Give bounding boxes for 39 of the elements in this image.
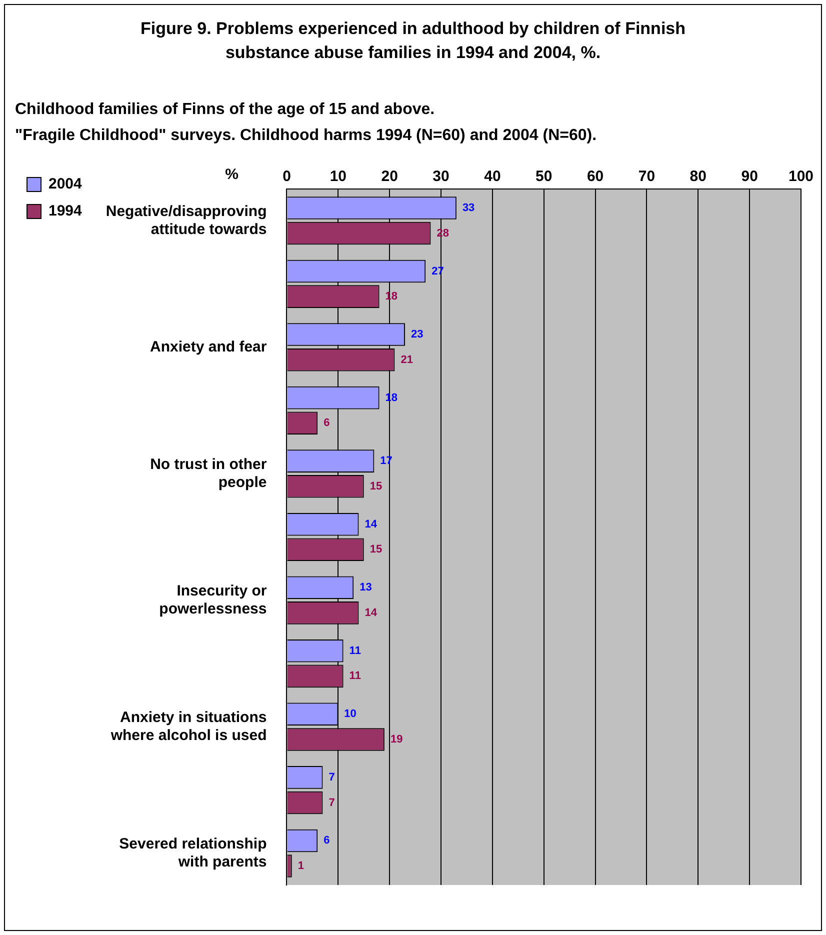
data-label: 14: [364, 518, 378, 530]
x-tick-label: 80: [690, 168, 706, 186]
x-tick-label: 20: [381, 168, 398, 186]
data-label: 1: [298, 860, 304, 872]
x-tick-label: 30: [432, 168, 450, 186]
chart-title: Figure 9. Problems experienced in adulthood by children of Finnish substance abuse families in 1994 and 2004, %.: [139, 18, 687, 64]
x-tick-label: 60: [586, 168, 604, 186]
data-label: 6: [324, 417, 330, 430]
data-label: 15: [370, 544, 382, 556]
y-tick-label: Negative/disapproving attitude towards: [106, 202, 267, 238]
y-tick-label: Insecurity or powerlessness: [159, 582, 267, 618]
legend-label: 2004: [48, 176, 83, 193]
x-tick-label: 0: [282, 168, 291, 186]
data-label: 10: [344, 708, 356, 720]
data-label: 23: [411, 328, 424, 341]
data-label: 14: [364, 606, 378, 619]
x-tick-label: 40: [484, 168, 501, 186]
data-label: 6: [324, 834, 330, 847]
x-tick-label: 50: [536, 168, 552, 186]
data-label: 11: [349, 670, 361, 682]
chart-subtitle: Childhood families of Finns of the age of 15 and above. "Fragile Childhood" surveys. Childhood harms 1994 (N=60) and 2004 (N=60).: [15, 100, 598, 146]
legend-label: 1994: [48, 202, 83, 220]
x-axis-title: %: [225, 166, 238, 184]
y-tick-label: Severed relationship with parents: [119, 836, 267, 871]
y-tick-label: Anxiety in situations where alcohol is used: [110, 708, 267, 744]
x-tick-label: 100: [788, 168, 814, 186]
data-label: 13: [360, 582, 372, 594]
data-label: 21: [400, 354, 413, 366]
x-tick-label: 10: [330, 168, 347, 186]
data-label: 7: [328, 771, 335, 784]
data-label: 33: [462, 202, 475, 214]
y-tick-label: No trust in other people: [150, 456, 267, 491]
data-label: 7: [328, 796, 335, 809]
data-label: 19: [390, 734, 403, 746]
x-tick-label: 70: [638, 168, 656, 186]
x-tick-label: 90: [741, 168, 758, 186]
y-tick-label: Anxiety and fear: [150, 338, 267, 356]
data-label: 11: [349, 644, 361, 657]
data-label: 15: [370, 480, 382, 492]
